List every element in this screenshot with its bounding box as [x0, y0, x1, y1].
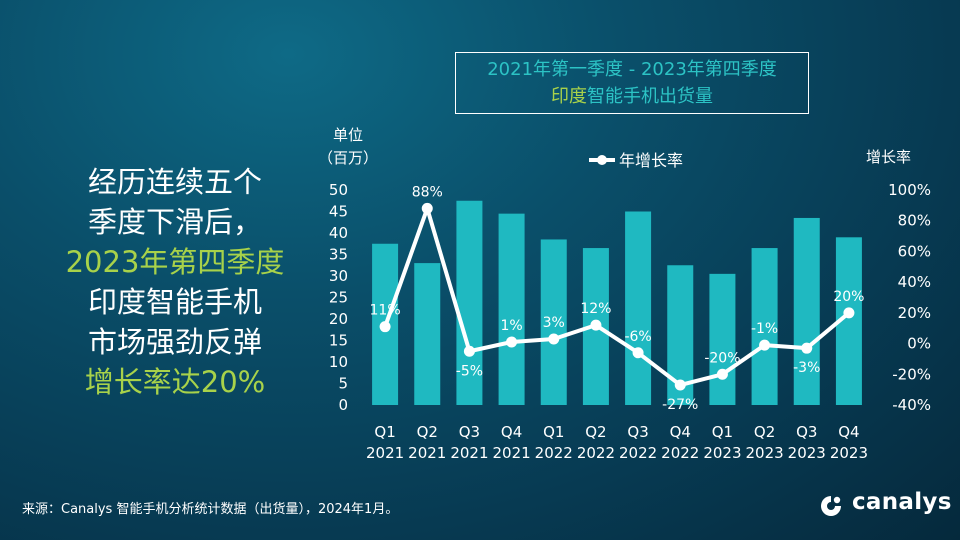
canalys-logo-text: canalys	[852, 489, 952, 515]
category-tick-label-year: 2023	[788, 444, 826, 462]
growth-rate-data-label: 11%	[370, 303, 401, 319]
left-axis-tick-label: 50	[329, 181, 348, 199]
left-axis-unit-sub-label: （百万）	[318, 149, 379, 167]
category-tick-label-year: 2023	[830, 444, 868, 462]
left-axis-tick-label: 30	[329, 267, 348, 285]
category-tick-label-year: 2021	[450, 444, 488, 462]
growth-rate-data-label: -5%	[456, 363, 483, 379]
category-tick-label-quarter: Q3	[459, 423, 480, 441]
category-tick-label-quarter: Q1	[543, 423, 564, 441]
category-tick-label-quarter: Q1	[374, 423, 395, 441]
headline-line-1: 经历连续五个	[87, 165, 262, 199]
left-axis-tick-label: 10	[329, 353, 348, 371]
headline-line-3: 2023年第四季度	[65, 245, 285, 279]
category-tick-label-year: 2022	[661, 444, 699, 462]
growth-rate-data-label: 88%	[412, 184, 443, 200]
category-tick-label-quarter: Q3	[627, 423, 648, 441]
right-axis-tick-label: 20%	[898, 304, 931, 322]
category-tick-label-quarter: Q4	[501, 423, 522, 441]
category-tick-label-quarter: Q2	[585, 423, 606, 441]
bar-shipments	[456, 200, 483, 405]
right-axis-tick-label: 100%	[888, 181, 931, 199]
growth-rate-data-label: -1%	[751, 321, 778, 337]
growth-rate-point	[548, 333, 560, 345]
bar-shipments	[498, 213, 525, 405]
category-tick-label-year: 2023	[703, 444, 741, 462]
category-tick-label-quarter: Q2	[754, 423, 775, 441]
growth-rate-data-label: -6%	[624, 329, 651, 345]
growth-rate-data-label: 20%	[833, 289, 864, 305]
left-axis-tick-label: 5	[338, 375, 348, 393]
left-axis-tick-label: 0	[338, 396, 348, 414]
bar-shipments	[709, 273, 736, 405]
right-axis-label: 增长率	[866, 148, 912, 166]
growth-rate-data-label: -20%	[704, 350, 740, 366]
growth-rate-data-label: 12%	[580, 301, 611, 317]
category-tick-label-year: 2022	[535, 444, 573, 462]
bar-shipments	[751, 248, 778, 405]
category-tick-label-year: 2021	[492, 444, 530, 462]
category-tick-label-quarter: Q1	[712, 423, 733, 441]
growth-rate-data-label: -3%	[793, 360, 820, 376]
growth-rate-data-label: 3%	[543, 315, 565, 331]
growth-rate-point	[759, 339, 771, 351]
headline-line-6: 增长率达20%	[84, 365, 266, 399]
left-axis-tick-label: 45	[329, 203, 348, 221]
legend-marker	[597, 155, 607, 165]
headline-line-2: 季度下滑后，	[87, 205, 262, 239]
category-tick-label-year: 2021	[408, 444, 446, 462]
left-axis-unit-label: 单位	[333, 126, 364, 144]
growth-rate-data-label: 1%	[500, 318, 522, 334]
chart-title-highlight: 印度	[551, 86, 587, 107]
left-axis-tick-label: 20	[329, 310, 348, 328]
growth-rate-point	[632, 347, 644, 359]
left-axis-tick-label: 25	[329, 289, 348, 307]
category-tick-label-year: 2021	[366, 444, 404, 462]
bar-shipments	[793, 217, 820, 405]
category-tick-label-quarter: Q4	[838, 423, 859, 441]
legend-label: 年增长率	[619, 151, 683, 170]
bar-shipments	[540, 239, 567, 405]
canalys-logo-icon	[821, 496, 841, 516]
right-axis-tick-label: -40%	[892, 396, 931, 414]
right-axis-tick-label: 60%	[898, 242, 931, 260]
right-axis-tick-label: 80%	[898, 212, 931, 230]
chart-title-line-1: 2021年第一季度 - 2023年第四季度	[487, 59, 777, 80]
chart-title-box: 2021年第一季度 - 2023年第四季度 印度智能手机出货量	[455, 52, 809, 114]
right-axis-tick-label: 0%	[907, 335, 931, 353]
bar-shipments	[414, 263, 441, 405]
growth-rate-point	[674, 379, 686, 391]
left-axis-tick-label: 35	[329, 246, 348, 264]
growth-rate-data-label: -27%	[662, 397, 698, 413]
growth-rate-point	[590, 319, 602, 331]
growth-rate-point	[421, 202, 433, 214]
chart-title-line-2: 智能手机出货量	[587, 86, 713, 107]
category-tick-label-year: 2023	[745, 444, 783, 462]
headline: 经历连续五个 季度下滑后， 2023年第四季度 印度智能手机 市场强劲反弹 增长…	[40, 162, 310, 402]
growth-rate-point	[463, 345, 475, 357]
category-tick-label-year: 2022	[619, 444, 657, 462]
growth-rate-point	[801, 342, 813, 354]
growth-rate-line	[383, 206, 851, 388]
category-tick-label-quarter: Q4	[670, 423, 691, 441]
growth-rate-point	[379, 321, 391, 333]
headline-line-4: 印度智能手机	[87, 285, 262, 319]
category-tick-label-year: 2022	[577, 444, 615, 462]
left-axis-tick-label: 40	[329, 224, 348, 242]
left-axis-tick-label: 15	[329, 332, 348, 350]
source-footnote: 来源：Canalys 智能手机分析统计数据（出货量），2024年1月。	[22, 502, 399, 517]
right-axis-tick-label: 40%	[898, 273, 931, 291]
growth-rate-point	[843, 307, 855, 319]
bar-shipments	[625, 211, 652, 405]
right-axis-tick-label: -20%	[892, 365, 931, 383]
headline-line-5: 市场强劲反弹	[87, 325, 262, 359]
growth-rate-point	[716, 368, 728, 380]
category-tick-label-quarter: Q3	[796, 423, 817, 441]
category-tick-label-quarter: Q2	[417, 423, 438, 441]
legend: 年增长率	[589, 151, 683, 170]
growth-rate-point	[506, 336, 518, 348]
